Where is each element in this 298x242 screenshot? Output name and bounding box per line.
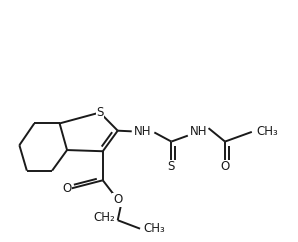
Text: CH₃: CH₃	[143, 222, 165, 235]
Text: O: O	[220, 160, 230, 174]
Text: O: O	[62, 182, 72, 195]
Text: NH: NH	[134, 125, 152, 138]
Text: S: S	[96, 106, 103, 119]
Text: CH₃: CH₃	[256, 125, 278, 138]
Text: S: S	[168, 160, 175, 174]
Text: NH: NH	[190, 125, 207, 138]
Text: CH₂: CH₂	[93, 211, 115, 224]
Text: O: O	[113, 193, 122, 206]
